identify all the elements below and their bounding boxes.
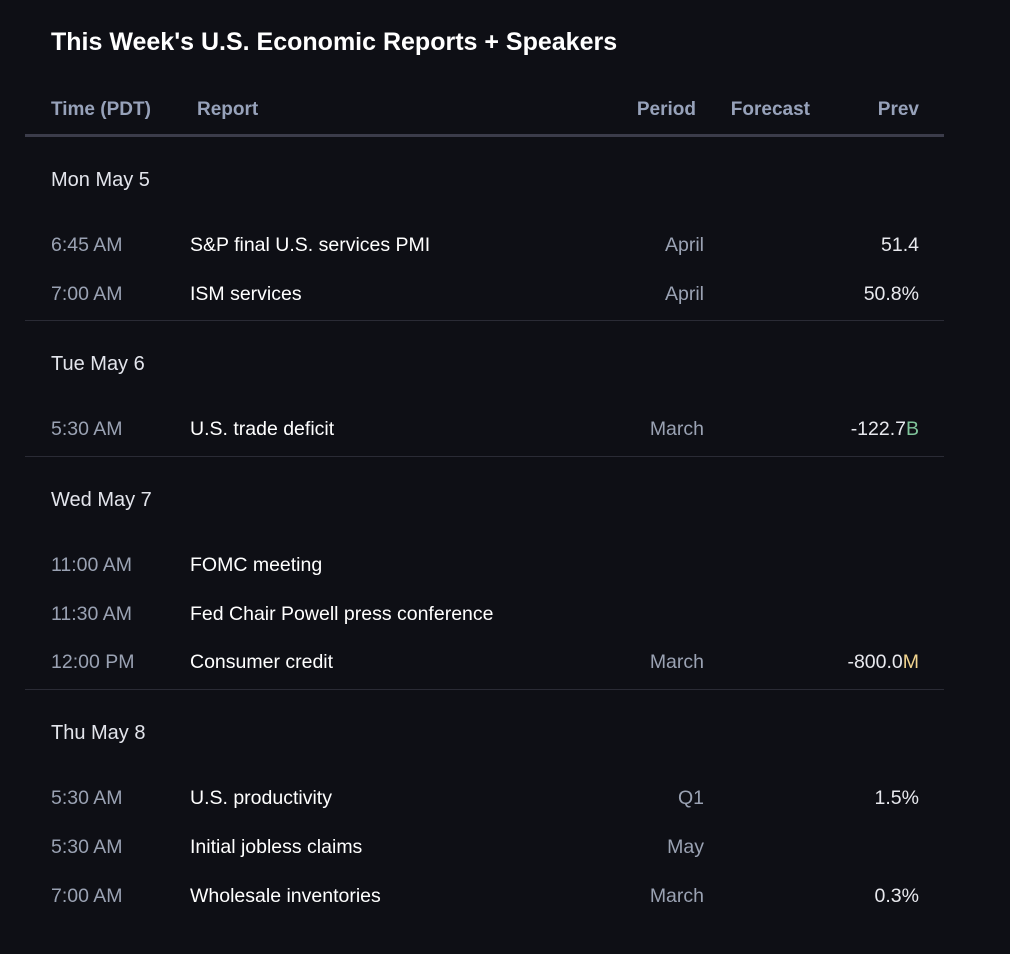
row-period: April (664, 282, 704, 305)
row-prev-value: 50.8% (863, 282, 919, 305)
row-prev-value: 1.5% (874, 787, 919, 810)
row-time: 11:30 AM (51, 602, 132, 625)
row-report: Fed Chair Powell press conference (190, 602, 494, 625)
day-label: Mon May 5 (51, 169, 150, 191)
day-group: Thu May 8 5:30 AM U.S. productivity Q1 1.5% 5… (25, 690, 944, 922)
column-header-period[interactable]: Period (636, 99, 696, 120)
column-header-forecast[interactable]: Forecast (730, 99, 810, 120)
day-group: Mon May 5 6:45 AM S&P final U.S. services … (25, 137, 944, 322)
row-prev: -122.7B (851, 407, 919, 451)
column-header-prev[interactable]: Prev (877, 99, 919, 120)
row-prev-value: -800.0 (847, 651, 903, 674)
row-period: March (649, 884, 704, 907)
table-row[interactable]: 12:00 PM Consumer credit March -800.0M (25, 640, 944, 689)
row-report: U.S. trade deficit (190, 418, 335, 441)
day-label: Wed May 7 (51, 489, 152, 512)
table-row[interactable]: 11:30 AM Fed Chair Powell press conferenc… (25, 592, 944, 641)
row-prev-value: 0.3% (874, 884, 919, 907)
column-header-time[interactable]: Time (PDT) (51, 99, 151, 120)
row-period: Q1 (677, 787, 704, 810)
row-time: 12:00 PM (51, 651, 135, 674)
economic-calendar-table: Time (PDT) Report Period Forecast Prev M… (25, 86, 944, 922)
row-time: 7:00 AM (51, 884, 123, 907)
row-report: Consumer credit (190, 651, 334, 674)
table-header: Time (PDT) Report Period Forecast Prev (25, 86, 944, 137)
row-time: 5:30 AM (51, 835, 123, 858)
row-time: 7:00 AM (51, 282, 123, 305)
row-prev-value: -122.7 (850, 418, 906, 441)
day-label: Thu May 8 (51, 722, 146, 745)
table-row[interactable]: 6:45 AM S&P final U.S. services PMI April 5… (25, 223, 944, 272)
table-row[interactable]: 5:30 AM U.S. productivity Q1 1.5% (25, 776, 944, 825)
row-time: 11:00 AM (51, 554, 132, 577)
table-row[interactable]: 11:00 AM FOMC meeting (25, 543, 944, 592)
table-row[interactable]: 7:00 AM ISM services April 50.8% (25, 272, 944, 321)
day-groups: Mon May 5 6:45 AM S&P final U.S. services … (25, 137, 944, 922)
row-prev-unit-suffix: B (905, 418, 919, 441)
row-prev-unit-suffix: M (902, 651, 919, 674)
row-report: S&P final U.S. services PMI (190, 234, 431, 256)
day-label: Tue May 6 (51, 353, 145, 376)
row-prev: 0.3% (875, 874, 919, 918)
row-time: 5:30 AM (51, 418, 123, 441)
table-row[interactable]: 7:00 AM Wholesale inventories March 0.3% (25, 874, 944, 923)
day-group: Tue May 6 5:30 AM U.S. trade deficit March -… (25, 321, 944, 458)
row-time: 5:30 AM (51, 787, 123, 810)
row-period: March (649, 651, 704, 674)
table-row[interactable]: 5:30 AM U.S. trade deficit March -122.7B (25, 407, 944, 456)
page-title: This Week's U.S. Economic Reports + Spea… (51, 28, 618, 56)
column-header-report[interactable]: Report (197, 99, 259, 120)
row-period: May (667, 835, 704, 858)
row-report: Wholesale inventories (190, 884, 381, 907)
row-report: U.S. productivity (190, 787, 332, 810)
row-prev: 50.8% (864, 272, 919, 316)
row-report: FOMC meeting (190, 554, 323, 577)
row-report: Initial jobless claims (190, 835, 363, 858)
day-group: Wed May 7 11:00 AM FOMC meeting 11:30 AM Fed… (25, 457, 944, 691)
row-report: ISM services (190, 282, 302, 305)
row-period: March (649, 418, 704, 441)
row-prev-value: 51.4 (881, 234, 919, 256)
row-prev: 1.5% (875, 776, 919, 820)
row-prev: -800.0M (847, 640, 919, 684)
table-row[interactable]: 5:30 AM Initial jobless claims May (25, 825, 944, 874)
row-period: April (664, 234, 704, 256)
row-prev: 51.4 (881, 223, 919, 267)
row-time: 6:45 AM (51, 234, 123, 256)
